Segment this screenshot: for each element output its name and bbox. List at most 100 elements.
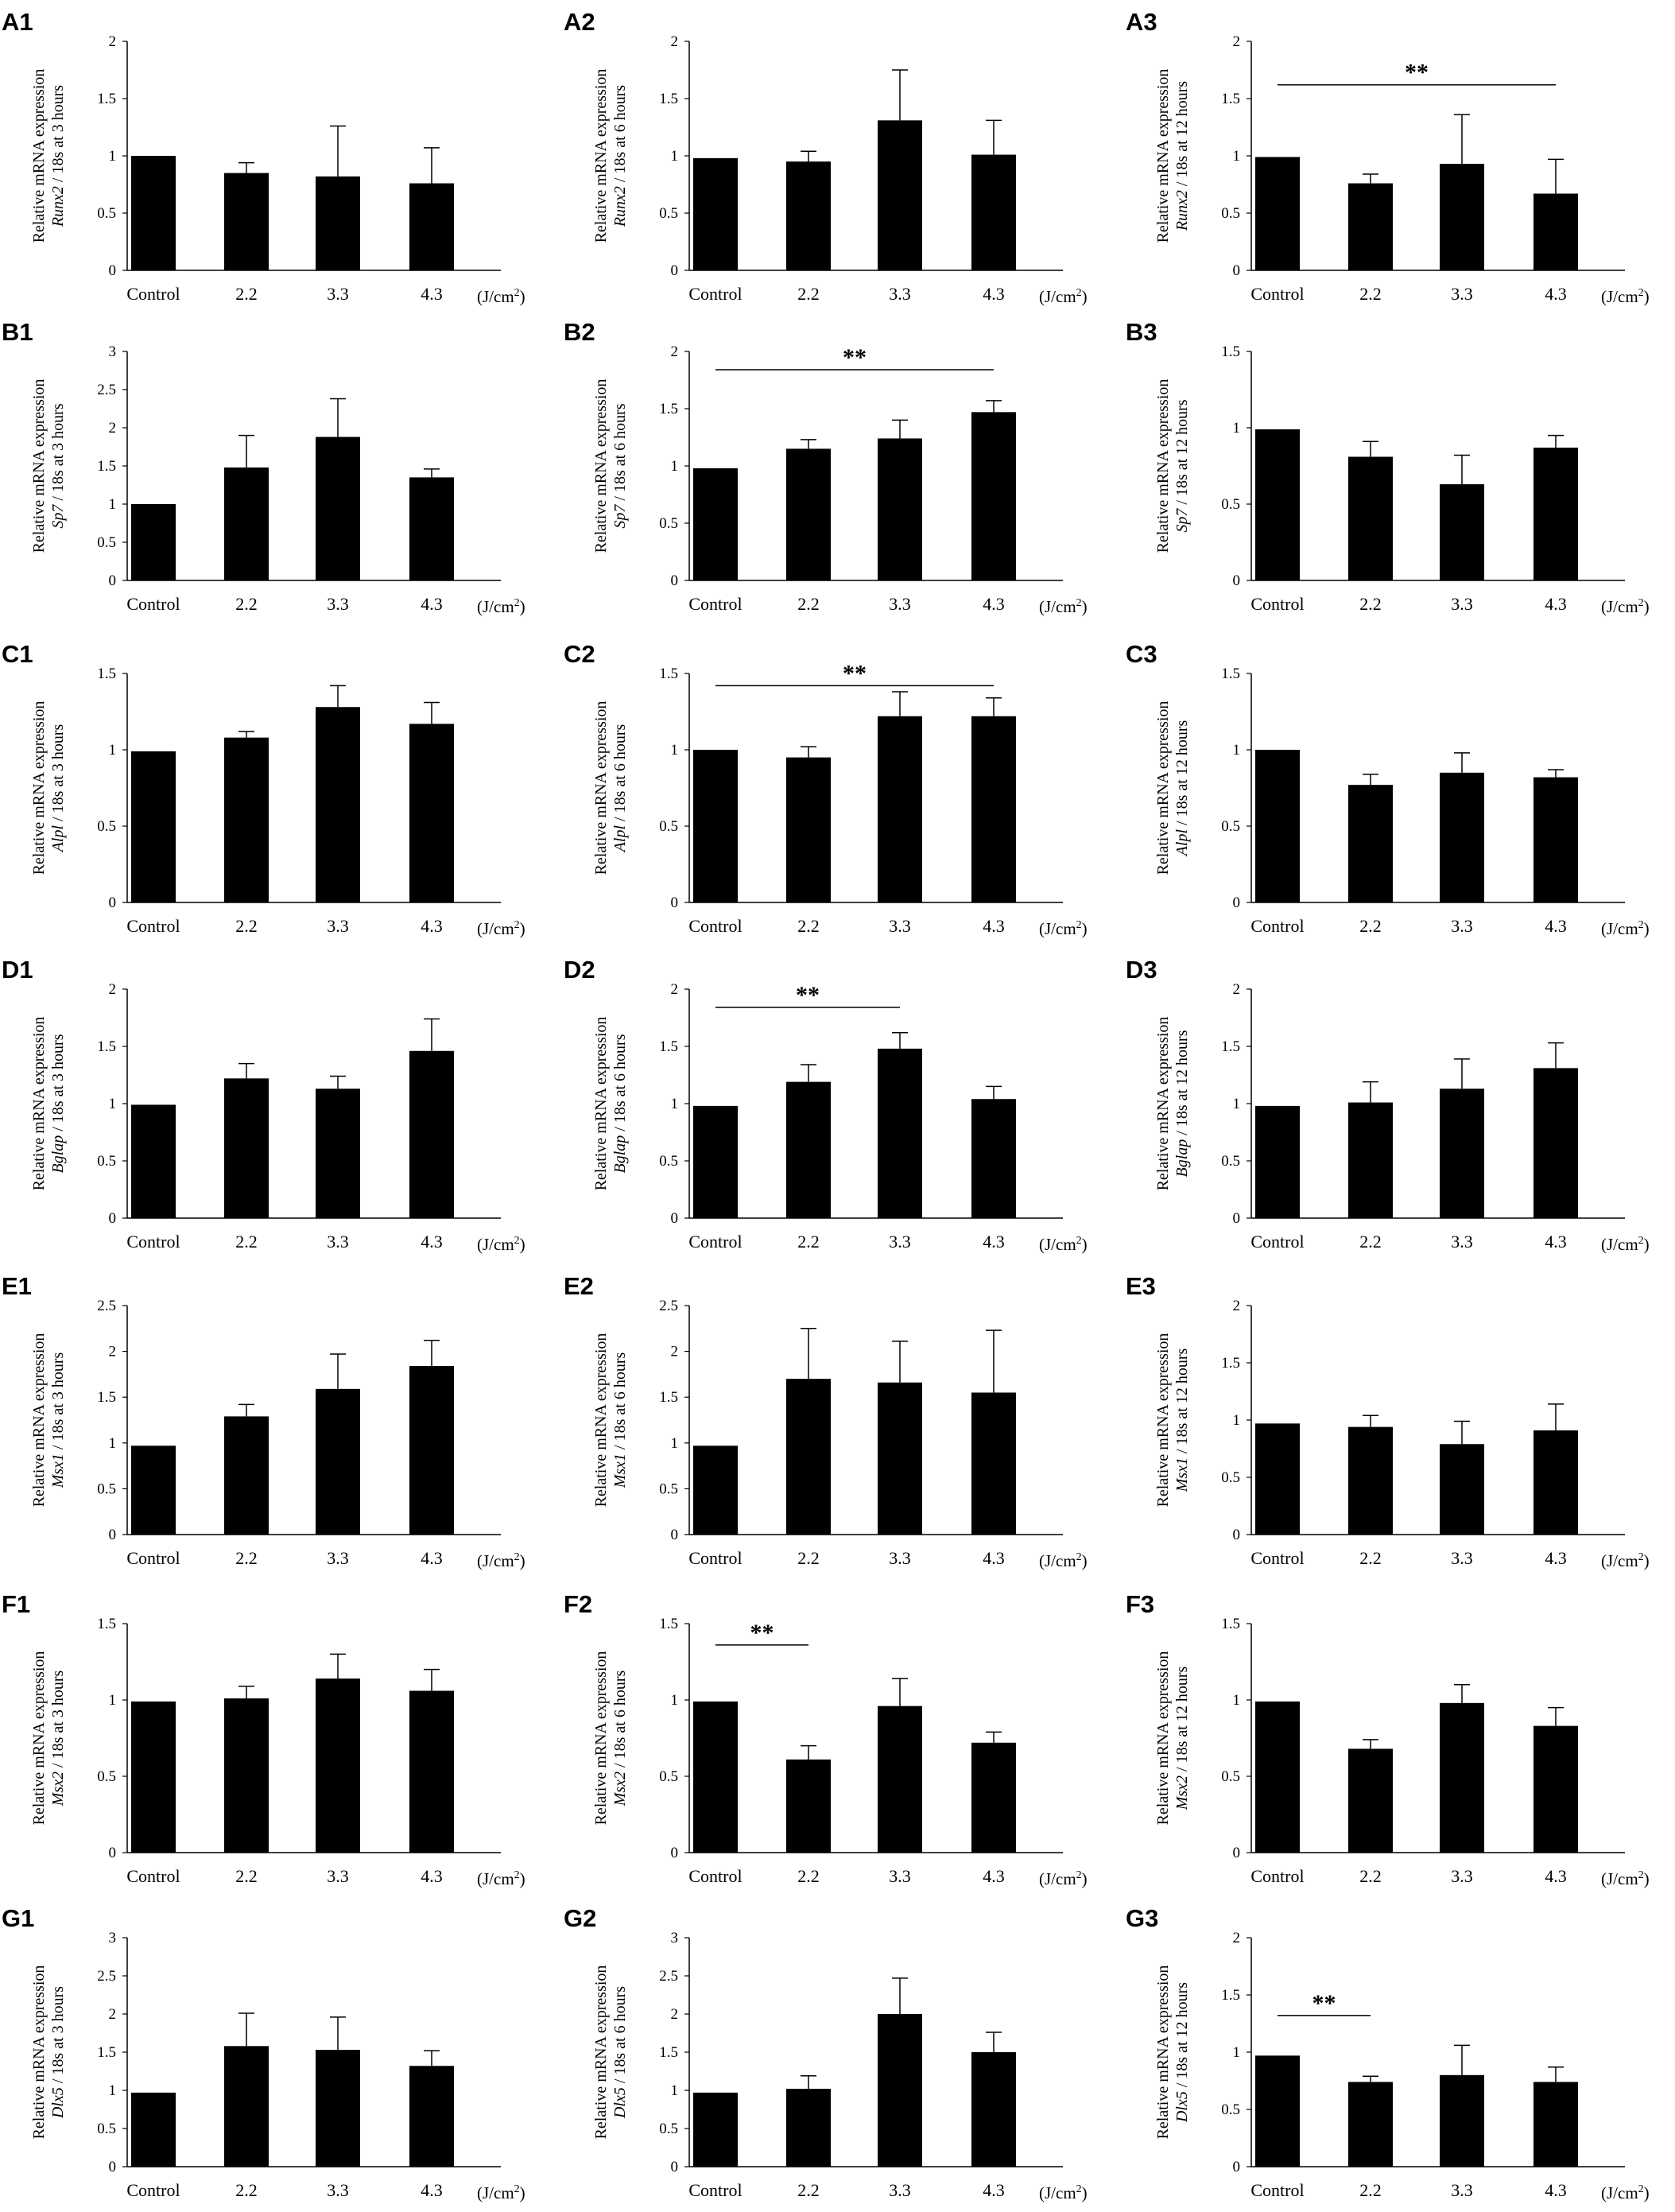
unit-base: (J/cm	[477, 287, 514, 306]
y-tick-label: 1.5	[659, 1616, 678, 1632]
chart-panel-f3: F3 Relative mRNA expression Msx2 / 18s at …	[1124, 1582, 1675, 1898]
bar-0	[1255, 429, 1300, 580]
panel-label: B1	[2, 318, 33, 346]
significance-marker: **	[796, 982, 820, 1008]
bar-0	[693, 468, 738, 580]
y-tick-label: 0	[1233, 1527, 1241, 1543]
x-axis-unit: (J/cm2)	[477, 287, 525, 306]
x-tick-label: 4.3	[421, 284, 443, 304]
chart-svg: E2 Relative mRNA expression Msx1 / 18s at …	[564, 1272, 1088, 1570]
chart-svg: F2 Relative mRNA expression Msx2 / 18s at …	[564, 1590, 1088, 1888]
x-tick-label: 4.3	[983, 284, 1005, 304]
unit-base: (J/cm	[1601, 1869, 1638, 1888]
y-tick-label: 2	[1233, 981, 1241, 998]
y-axis-title-suffix: / 18s at 12 hours	[1173, 81, 1191, 190]
bar-3	[1533, 1068, 1578, 1218]
y-tick-label: 1.5	[97, 1616, 116, 1632]
unit-superscript: 2	[1076, 287, 1082, 299]
y-tick-label: 2	[671, 343, 679, 360]
unit-superscript: 2	[1076, 1551, 1082, 1563]
y-tick-label: 2	[109, 1344, 117, 1360]
y-axis-title-suffix: / 18s at 12 hours	[1173, 1667, 1191, 1775]
y-axis-title-gene: Dlx5	[1173, 2091, 1191, 2123]
chart-panel-b3: B3 Relative mRNA expression Sp7 / 18s at 1…	[1124, 310, 1675, 626]
y-axis-title-gene: Bglap	[49, 1135, 67, 1174]
x-tick-label: Control	[126, 1548, 180, 1568]
unit-close: )	[520, 1551, 525, 1570]
unit-close: )	[1082, 1551, 1088, 1570]
x-tick-label: 2.2	[797, 1548, 820, 1568]
panel-label: G3	[1126, 1904, 1158, 1932]
x-tick-label: 3.3	[1451, 284, 1473, 304]
unit-base: (J/cm	[1039, 2183, 1076, 2202]
y-axis-title: Relative mRNA expression Msx1 / 18s at 3 …	[30, 1333, 67, 1508]
x-tick-label: 2.2	[1359, 1548, 1382, 1568]
unit-close: )	[520, 287, 525, 306]
x-tick-label: Control	[688, 2180, 742, 2200]
bar-3	[971, 1742, 1016, 1853]
unit-base: (J/cm	[1601, 1551, 1638, 1570]
x-tick-label: Control	[1250, 594, 1304, 614]
x-tick-label: 3.3	[889, 1232, 911, 1252]
y-tick-label: 0.5	[659, 1153, 678, 1170]
y-axis-title-line1: Relative mRNA expression	[1154, 379, 1172, 553]
unit-close: )	[1644, 1869, 1650, 1888]
bar-0	[1255, 1105, 1300, 1218]
chart-panel-g1: G1 Relative mRNA expression Dlx5 / 18s at …	[0, 1896, 556, 2212]
unit-base: (J/cm	[477, 1235, 514, 1254]
x-tick-label: 4.3	[421, 1548, 443, 1568]
unit-superscript: 2	[514, 287, 520, 299]
bar-2	[878, 1048, 922, 1218]
x-tick-label: 4.3	[1545, 594, 1567, 614]
y-axis-title-suffix: / 18s at 3 hours	[49, 1671, 67, 1772]
x-tick-label: 2.2	[1359, 1232, 1382, 1252]
y-tick-label: 1	[1233, 1412, 1241, 1429]
x-tick-label: Control	[688, 1548, 742, 1568]
y-tick-label: 1.5	[659, 1038, 678, 1055]
unit-superscript: 2	[1638, 919, 1644, 931]
x-tick-label: 2.2	[797, 594, 820, 614]
panel-label: C3	[1126, 640, 1157, 668]
y-tick-label: 0.5	[97, 2121, 116, 2137]
x-tick-label: Control	[126, 2180, 180, 2200]
bar-1	[786, 757, 831, 902]
y-axis-title-suffix: / 18s at 6 hours	[611, 724, 629, 825]
x-tick-label: 3.3	[1451, 1548, 1473, 1568]
chart-svg: G3 Relative mRNA expression Dlx5 / 18s at …	[1126, 1904, 1650, 2202]
x-tick-label: Control	[126, 594, 180, 614]
y-tick-label: 1	[109, 1692, 117, 1709]
panel-label: E1	[2, 1272, 32, 1300]
bar-0	[131, 1701, 176, 1853]
chart-svg: F3 Relative mRNA expression Msx2 / 18s at …	[1126, 1590, 1650, 1888]
panel-label: G1	[2, 1904, 34, 1932]
y-tick-label: 1.5	[659, 401, 678, 417]
unit-base: (J/cm	[1039, 919, 1076, 938]
x-axis-unit: (J/cm2)	[477, 919, 525, 938]
x-tick-label: 3.3	[889, 284, 911, 304]
x-tick-label: 2.2	[235, 2180, 258, 2200]
chart-svg: E3 Relative mRNA expression Msx1 / 18s at …	[1126, 1272, 1650, 1570]
unit-close: )	[1644, 2183, 1650, 2202]
y-tick-label: 0	[109, 1845, 117, 1861]
bar-3	[409, 183, 454, 270]
x-axis-unit: (J/cm2)	[1601, 919, 1650, 938]
y-tick-label: 0.5	[659, 205, 678, 222]
y-tick-label: 2.5	[659, 1298, 678, 1314]
y-tick-label: 2	[1233, 33, 1241, 50]
chart-svg: C3 Relative mRNA expression Alpl / 18s at …	[1126, 640, 1650, 938]
bar-0	[1255, 750, 1300, 902]
panel-label: C2	[564, 640, 595, 668]
y-axis-title-line1: Relative mRNA expression	[592, 1651, 610, 1826]
panel-label: D2	[564, 956, 595, 984]
x-tick-label: 4.3	[421, 1232, 443, 1252]
y-tick-label: 0.5	[97, 818, 116, 835]
y-tick-label: 0.5	[97, 205, 116, 222]
unit-base: (J/cm	[1601, 919, 1638, 938]
y-tick-label: 0	[671, 2159, 679, 2175]
y-axis-title-suffix: / 18s at 6 hours	[611, 403, 629, 504]
x-tick-label: 3.3	[889, 594, 911, 614]
y-axis-title-line1: Relative mRNA expression	[30, 1651, 48, 1826]
x-tick-label: Control	[126, 1232, 180, 1252]
x-tick-label: 3.3	[1451, 594, 1473, 614]
x-axis-unit: (J/cm2)	[477, 2183, 525, 2202]
